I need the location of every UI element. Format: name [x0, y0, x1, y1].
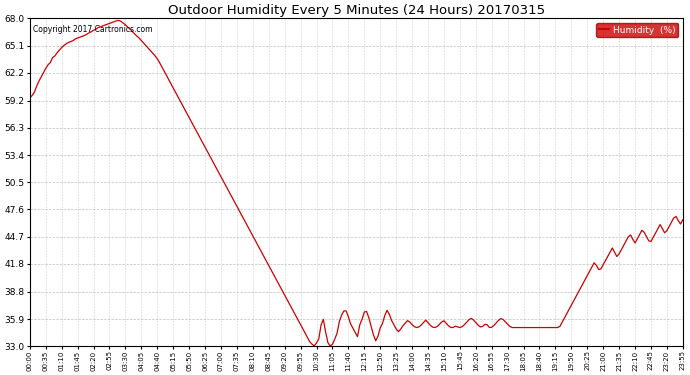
- Title: Outdoor Humidity Every 5 Minutes (24 Hours) 20170315: Outdoor Humidity Every 5 Minutes (24 Hou…: [168, 4, 545, 17]
- Legend: Humidity  (%): Humidity (%): [596, 23, 678, 37]
- Text: Copyright 2017 Cartronics.com: Copyright 2017 Cartronics.com: [33, 25, 152, 34]
